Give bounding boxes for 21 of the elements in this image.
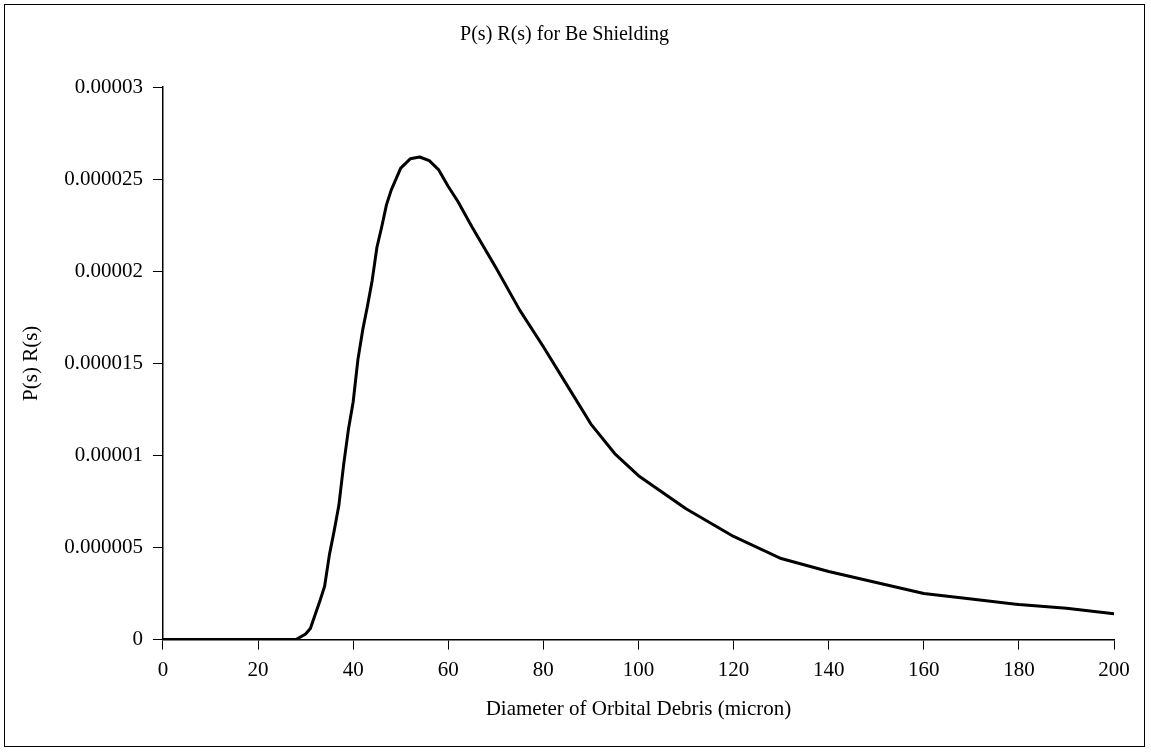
x-axis-title: Diameter of Orbital Debris (micron) bbox=[485, 695, 792, 720]
y-axis-title: P(s) R(s) bbox=[18, 325, 43, 401]
x-tick-label: 140 bbox=[812, 656, 845, 681]
x-tick-label: 80 bbox=[532, 656, 554, 681]
y-tick-label: 0.000005 bbox=[64, 534, 143, 559]
y-tick-label: 0.00002 bbox=[74, 257, 143, 282]
x-tick-label: 0 bbox=[157, 656, 169, 681]
x-tick-label: 120 bbox=[717, 656, 750, 681]
x-tick-label: 20 bbox=[247, 656, 269, 681]
x-tick-label: 200 bbox=[1098, 656, 1130, 681]
x-tick-label: 180 bbox=[1003, 656, 1035, 681]
chart-title: P(s) R(s) for Be Shielding bbox=[460, 22, 669, 46]
y-tick-label: 0.00003 bbox=[74, 73, 143, 98]
y-tick-label: 0.00001 bbox=[74, 441, 143, 466]
x-tick-label: 100 bbox=[622, 656, 655, 681]
y-tick-label: 0.000025 bbox=[64, 165, 143, 190]
y-tick-label: 0 bbox=[132, 626, 143, 651]
x-tick-label: 160 bbox=[908, 656, 940, 681]
y-tick-label: 0.000015 bbox=[64, 349, 143, 374]
x-tick-label: 60 bbox=[437, 656, 459, 681]
x-tick-label: 40 bbox=[342, 656, 364, 681]
